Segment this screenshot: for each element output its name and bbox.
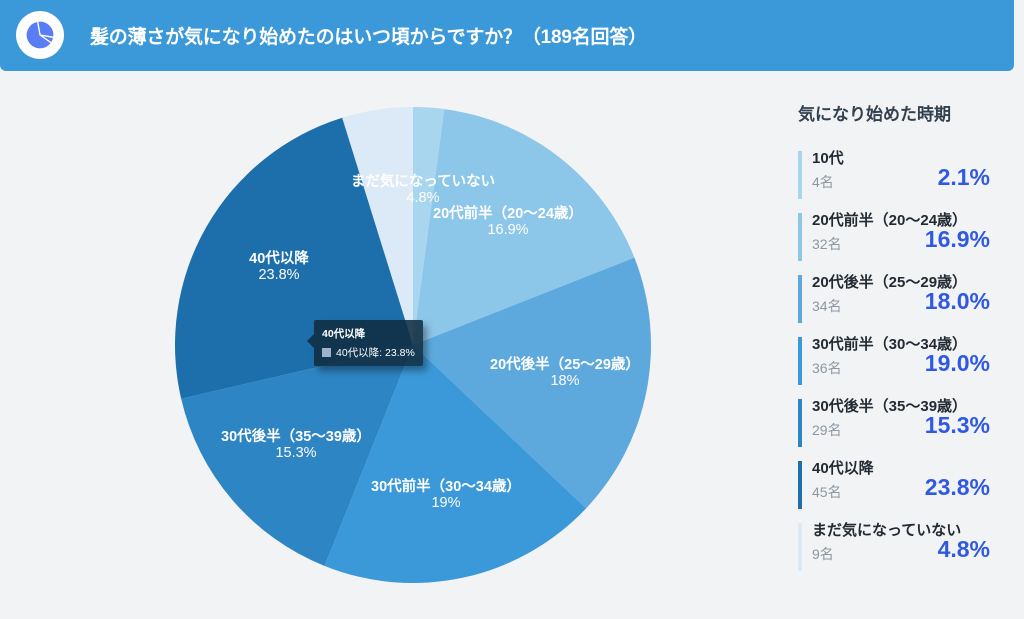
svg-text:20代後半（25〜29歳）: 20代後半（25〜29歳） bbox=[490, 355, 640, 373]
svg-text:20代前半（20〜24歳）: 20代前半（20〜24歳） bbox=[433, 204, 583, 222]
svg-text:まだ気になっていない: まだ気になっていない bbox=[351, 172, 495, 190]
svg-text:16.9%: 16.9% bbox=[487, 222, 528, 238]
svg-text:4.8%: 4.8% bbox=[406, 190, 439, 206]
svg-text:19%: 19% bbox=[431, 495, 460, 511]
svg-text:23.8%: 23.8% bbox=[258, 267, 299, 283]
svg-text:40代以降: 40代以降 bbox=[249, 249, 309, 267]
svg-text:30代前半（30〜34歳）: 30代前半（30〜34歳） bbox=[371, 477, 521, 495]
svg-text:30代後半（35〜39歳）: 30代後半（35〜39歳） bbox=[221, 427, 371, 445]
svg-text:15.3%: 15.3% bbox=[275, 445, 316, 461]
svg-text:18%: 18% bbox=[550, 373, 579, 389]
